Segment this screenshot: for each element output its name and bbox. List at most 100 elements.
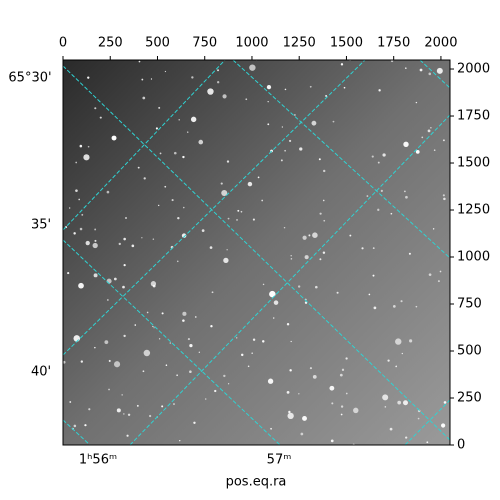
star [318, 158, 321, 161]
star [322, 251, 326, 254]
star [341, 368, 345, 371]
star [427, 129, 431, 133]
star [158, 204, 160, 207]
star [245, 98, 248, 101]
star [178, 119, 180, 121]
star [189, 370, 192, 374]
star [315, 285, 318, 289]
star [286, 323, 290, 326]
star [217, 81, 220, 84]
star [73, 424, 77, 428]
y-tick-label: 0 [457, 438, 465, 453]
star [247, 181, 253, 187]
star [123, 264, 126, 267]
star [127, 413, 131, 416]
star [345, 392, 348, 395]
star [270, 427, 272, 430]
star [400, 300, 403, 303]
star [340, 63, 344, 66]
star [382, 394, 389, 401]
star [339, 373, 343, 377]
star [93, 273, 98, 278]
x-tick-label: 1500 [330, 36, 363, 51]
star [75, 189, 78, 192]
star [368, 293, 371, 296]
star [237, 209, 240, 212]
star [227, 383, 230, 385]
star [284, 88, 287, 91]
star [371, 155, 374, 158]
star [126, 434, 129, 437]
star [408, 252, 411, 255]
star [94, 346, 96, 349]
star [336, 291, 339, 294]
star [176, 374, 178, 377]
star [146, 311, 149, 314]
star [210, 325, 213, 328]
star [290, 255, 292, 257]
star [143, 349, 151, 357]
star [194, 316, 197, 318]
star [141, 237, 143, 239]
star [182, 206, 185, 209]
star [152, 238, 155, 240]
star [415, 101, 418, 104]
star [108, 388, 110, 391]
x-tick-label: 250 [98, 36, 123, 51]
star [104, 340, 109, 345]
star [288, 139, 292, 143]
star [182, 311, 187, 316]
star [340, 413, 343, 416]
star [267, 123, 270, 126]
star [297, 285, 301, 288]
star [432, 228, 435, 230]
star [69, 401, 72, 403]
star [142, 370, 145, 373]
star [108, 359, 111, 362]
star [204, 398, 207, 400]
star [63, 360, 66, 364]
star [124, 216, 128, 220]
y-tick-label: 250 [457, 391, 482, 406]
y-tick-label: 1750 [457, 109, 490, 124]
star [141, 78, 144, 81]
star [191, 76, 194, 79]
star [181, 233, 187, 238]
star [262, 283, 265, 286]
star [134, 324, 137, 326]
star [283, 226, 286, 229]
star [182, 319, 185, 322]
star [273, 317, 275, 319]
star [198, 139, 204, 145]
star [311, 120, 317, 126]
sky-image [63, 60, 450, 445]
star [443, 197, 446, 201]
star [223, 257, 229, 264]
star [179, 439, 181, 442]
y-tick-label: 2000 [457, 62, 490, 77]
star [69, 207, 71, 209]
star [161, 312, 164, 315]
star [187, 131, 189, 133]
star [236, 219, 238, 221]
star [433, 149, 436, 152]
star [123, 413, 125, 415]
star [142, 96, 146, 100]
star [73, 335, 81, 342]
star [280, 159, 283, 162]
star [332, 120, 335, 123]
star [220, 182, 223, 185]
star [111, 135, 117, 141]
star [361, 247, 364, 250]
star [80, 360, 83, 363]
star [404, 190, 406, 193]
star [405, 436, 408, 439]
star [387, 359, 390, 362]
x-tick-label: 1000 [235, 36, 268, 51]
y-tick-label: 1000 [457, 250, 490, 265]
star [169, 342, 172, 344]
star [286, 390, 290, 394]
star [113, 361, 121, 368]
star [377, 161, 380, 164]
star [78, 198, 81, 201]
